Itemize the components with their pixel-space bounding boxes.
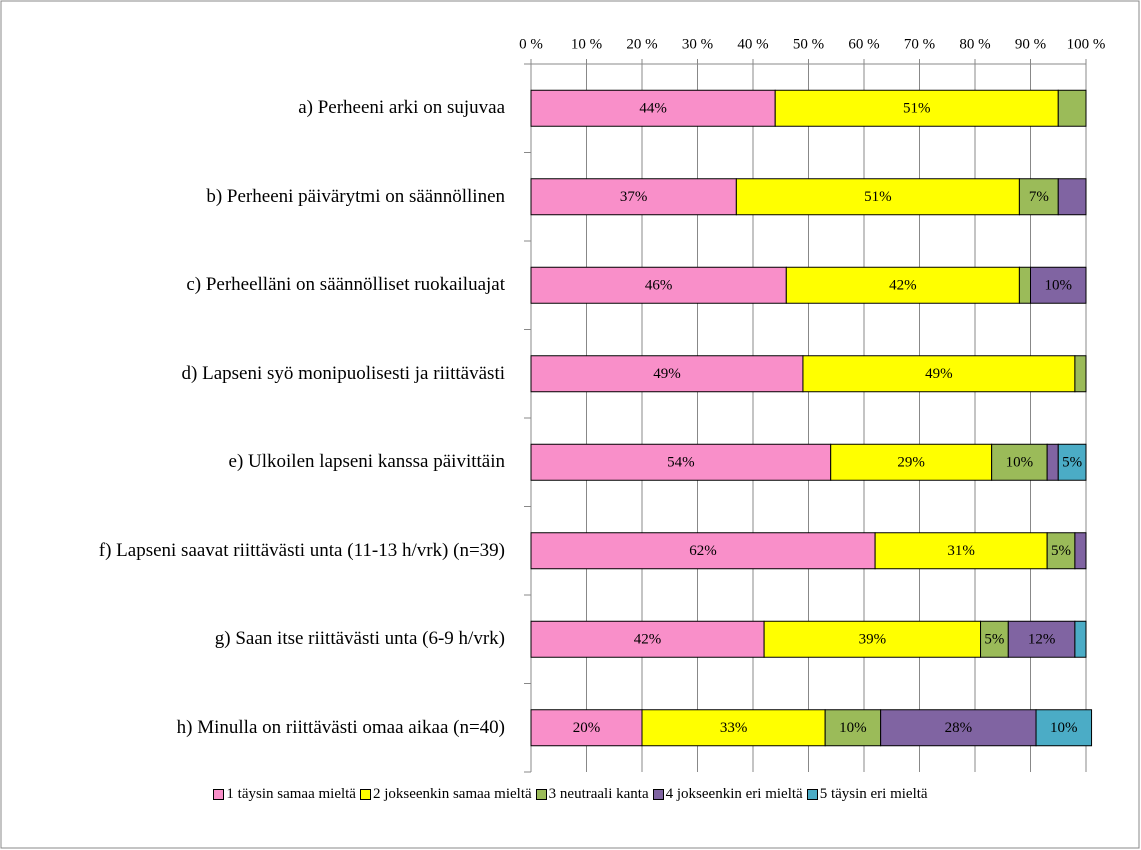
- bar: [530, 620, 765, 658]
- legend-item: 1 täysin samaa mieltä: [213, 786, 356, 803]
- y-tick-label: b) Perheeni päivärytmi on säännöllinen: [206, 185, 505, 207]
- y-tick-label: c) Perheelläni on säännölliset ruokailua…: [186, 274, 505, 296]
- legend-item: 3 neutraali kanta: [535, 786, 649, 803]
- x-tick-label: 60 %: [848, 36, 879, 52]
- data-label: 7%: [1029, 189, 1049, 205]
- legend-swatch: [359, 789, 371, 800]
- bar: [641, 709, 826, 747]
- data-label: 46%: [645, 278, 673, 294]
- y-tick-label: d) Lapseni syö monipuolisesti ja riittäv…: [181, 362, 505, 384]
- bar: [530, 266, 787, 304]
- x-tick-label: 10 %: [571, 36, 602, 52]
- x-tick-label: 20 %: [626, 36, 657, 52]
- bar: [991, 443, 1048, 481]
- x-tick-label: 80 %: [959, 36, 990, 52]
- bar: [1007, 620, 1076, 658]
- y-tick-label: e) Ulkoilen lapseni kanssa päivittäin: [228, 451, 505, 473]
- bar: [530, 532, 876, 570]
- data-label: 44%: [639, 101, 667, 117]
- bar: [980, 620, 1009, 658]
- bar: [530, 709, 643, 747]
- data-label: 28%: [945, 720, 973, 736]
- bar: [530, 89, 776, 127]
- bar: [1057, 178, 1087, 216]
- data-label: 54%: [667, 455, 695, 471]
- data-label: 20%: [573, 720, 601, 736]
- bar: [830, 443, 993, 481]
- data-label: 10%: [1006, 455, 1034, 471]
- legend-label: 5 täysin eri mieltä: [819, 786, 928, 802]
- y-tick-label: a) Perheeni arki on sujuvaa: [298, 97, 505, 119]
- legend-label: 2 jokseenkin samaa mieltä: [372, 786, 532, 802]
- x-tick-label: 100 %: [1067, 36, 1106, 52]
- data-label: 5%: [1051, 543, 1071, 559]
- bar: [1057, 443, 1087, 481]
- bar: [1074, 532, 1087, 570]
- legend-label: 1 täysin samaa mieltä: [226, 786, 356, 802]
- x-tick-label: 50 %: [793, 36, 824, 52]
- bar: [1074, 620, 1087, 658]
- data-label: 39%: [859, 632, 887, 648]
- data-label: 62%: [689, 543, 717, 559]
- legend-item: 5 täysin eri mieltä: [806, 786, 928, 803]
- legend-swatch: [213, 789, 225, 800]
- data-label: 42%: [634, 632, 662, 648]
- bar: [1074, 355, 1087, 393]
- data-label: 49%: [925, 366, 953, 382]
- legend: 1 täysin samaa mieltä 2 jokseenkin samaa …: [0, 786, 1141, 803]
- y-tick-label: h) Minulla on riittävästi omaa aikaa (n=…: [176, 716, 505, 738]
- bar: [785, 266, 1020, 304]
- x-tick-label: 30 %: [682, 36, 713, 52]
- bar: [1030, 266, 1087, 304]
- legend-swatch: [652, 789, 664, 800]
- bar: [530, 178, 737, 216]
- data-label: 51%: [864, 189, 892, 205]
- data-label: 10%: [1050, 720, 1078, 736]
- data-label: 33%: [720, 720, 748, 736]
- bar: [1057, 89, 1087, 127]
- data-label: 31%: [947, 543, 975, 559]
- data-label: 10%: [1045, 278, 1073, 294]
- data-label: 51%: [903, 101, 931, 117]
- x-tick-label: 0 %: [519, 36, 543, 52]
- legend-swatch: [535, 789, 547, 800]
- data-label: 5%: [1062, 455, 1082, 471]
- bar: [1046, 532, 1076, 570]
- y-tick-label: g) Saan itse riittävästi unta (6-9 h/vrk…: [214, 628, 505, 650]
- bar: [1046, 443, 1059, 481]
- data-label: 42%: [889, 278, 917, 294]
- bar: [1035, 709, 1093, 747]
- bar: [774, 89, 1059, 127]
- bar: [735, 178, 1020, 216]
- legend-label: 3 neutraali kanta: [548, 786, 649, 802]
- bar: [880, 709, 1037, 747]
- legend-label: 4 jokseenkin eri mieltä: [665, 786, 803, 802]
- data-label: 49%: [653, 366, 681, 382]
- x-tick-label: 40 %: [737, 36, 768, 52]
- bar: [530, 355, 804, 393]
- data-label: 12%: [1028, 632, 1056, 648]
- data-label: 5%: [984, 632, 1004, 648]
- legend-swatch: [806, 789, 818, 800]
- y-tick-label: f) Lapseni saavat riittävästi unta (11-1…: [98, 539, 505, 561]
- legend-item: 4 jokseenkin eri mieltä: [652, 786, 803, 803]
- bar: [763, 620, 982, 658]
- bar: [874, 532, 1048, 570]
- bar: [1018, 266, 1032, 304]
- data-label: 29%: [897, 455, 925, 471]
- x-tick-label: 70 %: [904, 36, 935, 52]
- data-label: 10%: [839, 720, 867, 736]
- bar: [530, 443, 832, 481]
- data-label: 37%: [620, 189, 648, 205]
- legend-item: 2 jokseenkin samaa mieltä: [359, 786, 532, 803]
- x-tick-label: 90 %: [1015, 36, 1046, 52]
